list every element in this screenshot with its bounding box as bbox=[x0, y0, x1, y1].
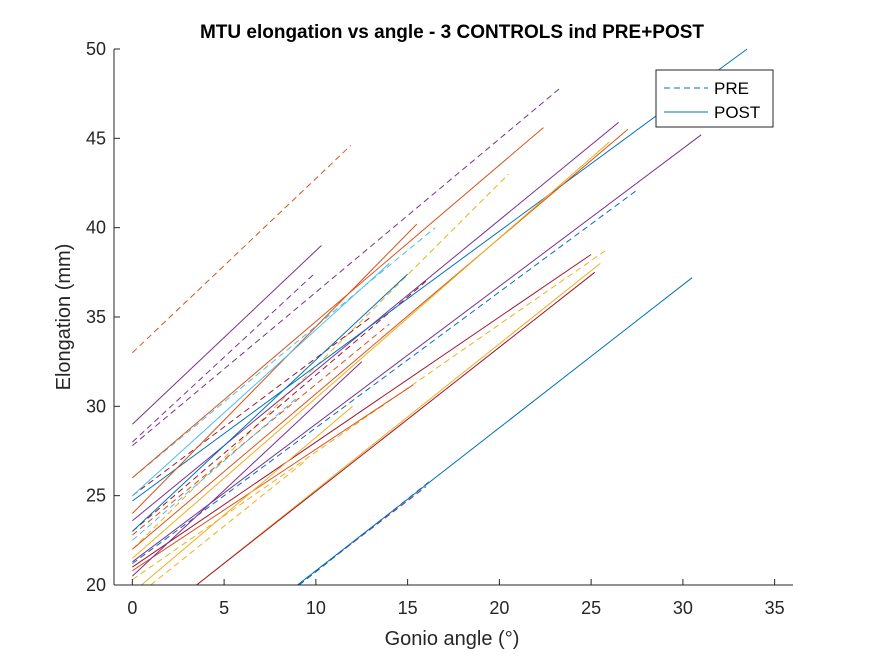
series-line-post-29 bbox=[141, 405, 353, 586]
chart-title: MTU elongation vs angle - 3 CONTROLS ind… bbox=[200, 22, 704, 43]
y-tick-label-3: 35 bbox=[86, 307, 106, 327]
series-line-pre-1 bbox=[132, 87, 561, 446]
series-line-pre-12 bbox=[150, 459, 308, 586]
series-line-pre-3 bbox=[132, 227, 436, 479]
y-tick-label-5: 45 bbox=[86, 128, 106, 148]
series-line-post-27 bbox=[297, 277, 693, 586]
plot-background bbox=[114, 49, 793, 585]
y-axis-title: Elongation (mm) bbox=[53, 244, 75, 391]
series-line-post-26 bbox=[196, 271, 596, 586]
series-line-post-24 bbox=[132, 384, 414, 572]
y-tick-label-1: 25 bbox=[86, 486, 106, 506]
x-tick-label-0: 0 bbox=[127, 598, 137, 618]
series-line-post-28 bbox=[132, 263, 390, 497]
series-line-post-25 bbox=[196, 263, 601, 586]
x-tick-label-3: 15 bbox=[398, 598, 418, 618]
series-line-post-23 bbox=[132, 254, 592, 568]
y-tick-label-6: 50 bbox=[86, 39, 106, 59]
series-line-pre-5 bbox=[132, 189, 638, 565]
series-line-post-22 bbox=[132, 134, 702, 563]
series-line-pre-2 bbox=[132, 173, 509, 550]
y-tick-label-0: 20 bbox=[86, 575, 106, 595]
x-axis-title: Gonio angle (°) bbox=[385, 628, 520, 650]
legend-label-pre: PRE bbox=[714, 79, 749, 98]
x-tick-label-5: 25 bbox=[581, 598, 601, 618]
x-tick-label-4: 20 bbox=[489, 598, 509, 618]
legend-box bbox=[655, 69, 774, 128]
x-tick-label-6: 30 bbox=[673, 598, 693, 618]
series-line-pre-4 bbox=[132, 271, 317, 443]
series-line-post-21 bbox=[132, 141, 610, 559]
series-line-pre-7 bbox=[132, 323, 390, 536]
x-tick-label-1: 5 bbox=[219, 598, 229, 618]
series-line-post-14 bbox=[132, 245, 322, 425]
series-line-post-19 bbox=[132, 223, 418, 514]
x-tick-label-2: 10 bbox=[306, 598, 326, 618]
series-line-pre-10 bbox=[297, 486, 427, 586]
x-tick-label-7: 35 bbox=[765, 598, 785, 618]
legend[interactable]: PRE POST bbox=[655, 69, 774, 128]
series-line-pre-8 bbox=[132, 248, 608, 581]
series-line-post-18 bbox=[132, 273, 408, 532]
series-line-post-20 bbox=[132, 129, 629, 550]
y-tick-label-2: 30 bbox=[86, 396, 106, 416]
y-tick-label-4: 40 bbox=[86, 218, 106, 238]
series-layer bbox=[132, 48, 748, 586]
series-line-post-16 bbox=[132, 121, 620, 522]
x-ticks: 0 5 10 15 20 25 30 35 bbox=[127, 579, 785, 618]
series-line-pre-6 bbox=[132, 280, 427, 532]
series-line-pre-0 bbox=[132, 145, 352, 354]
y-ticks: 20 25 30 35 40 45 50 bbox=[86, 39, 120, 595]
series-line-post-15 bbox=[132, 127, 544, 479]
series-line-pre-11 bbox=[132, 397, 298, 541]
legend-label-post: POST bbox=[714, 103, 760, 122]
series-line-post-30 bbox=[132, 361, 363, 577]
series-line-post-17 bbox=[132, 48, 748, 502]
